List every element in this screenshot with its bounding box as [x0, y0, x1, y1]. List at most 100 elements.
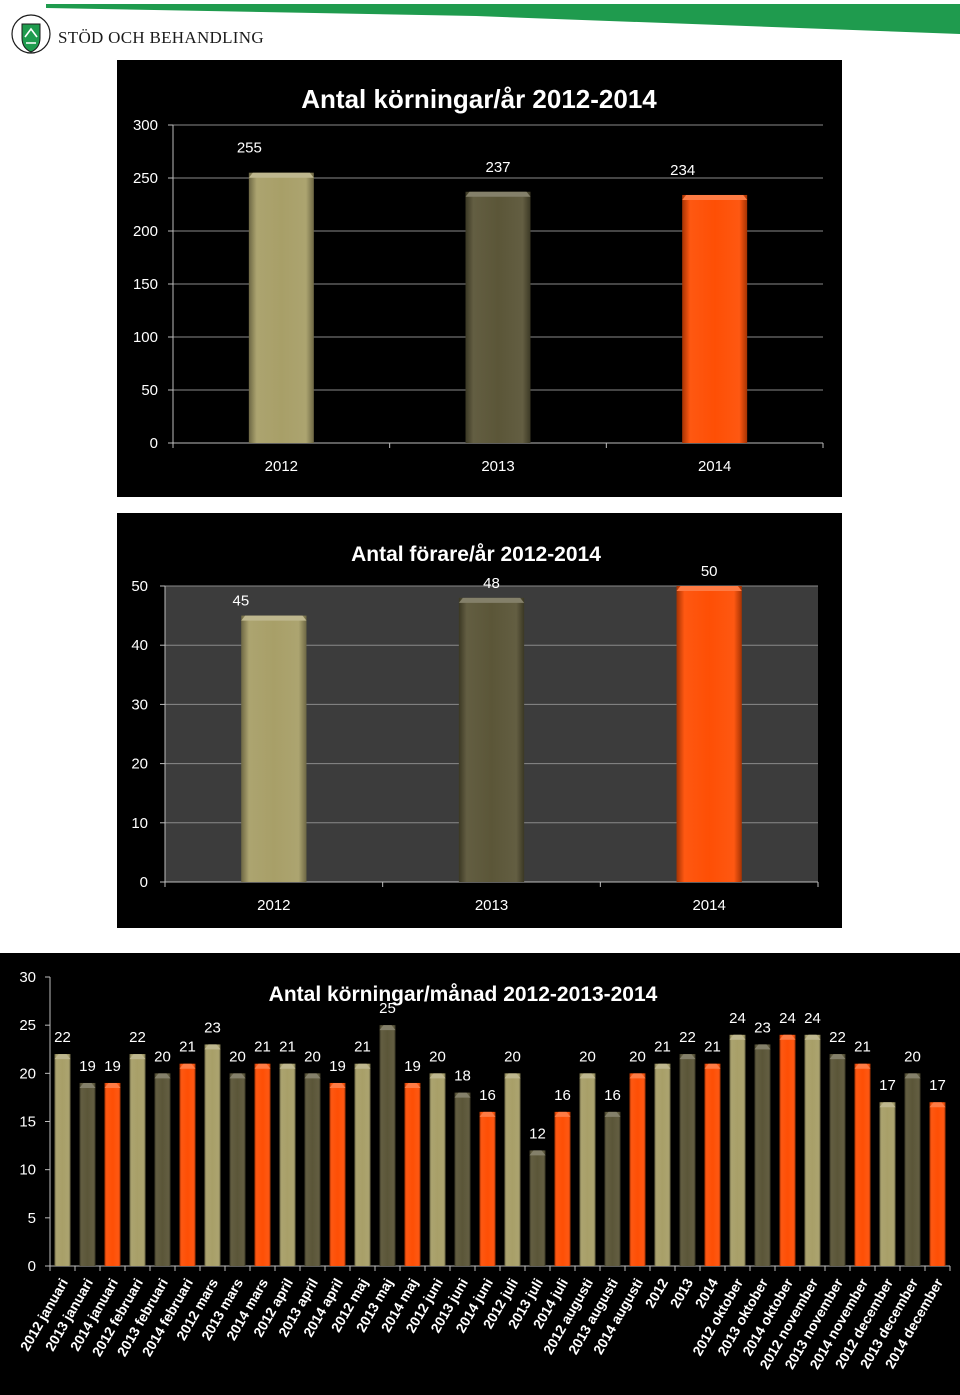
x-tick-label: 2013	[481, 458, 514, 475]
bar	[829, 1054, 846, 1266]
bar	[465, 191, 531, 443]
bar	[604, 1111, 621, 1266]
bar	[204, 1044, 221, 1266]
data-label: 21	[254, 1039, 271, 1056]
y-tick-label: 20	[19, 1065, 36, 1082]
chart-forare-ar: Antal förare/år 2012-2014 0 10 20 30 40 50 45 20…	[117, 513, 842, 928]
data-label: 25	[379, 1000, 396, 1017]
data-label: 234	[670, 162, 695, 179]
data-label: 19	[104, 1058, 121, 1075]
y-tick-label: 30	[131, 696, 148, 713]
bar-cap	[429, 1073, 446, 1079]
bar	[779, 1034, 796, 1266]
bar-cap	[529, 1150, 546, 1156]
bar-cap	[676, 586, 742, 591]
y-tick-label: 10	[131, 815, 148, 832]
data-label: 20	[429, 1048, 446, 1065]
bar-cap	[704, 1063, 721, 1069]
data-label: 24	[804, 1010, 821, 1027]
bar	[479, 1111, 496, 1266]
x-tick-label: 2012	[642, 1275, 672, 1310]
data-label: 20	[904, 1048, 921, 1065]
bar	[279, 1063, 296, 1266]
bar-cap	[779, 1034, 796, 1040]
data-label: 18	[454, 1068, 471, 1085]
bar-cap	[79, 1082, 96, 1088]
bar	[304, 1073, 321, 1266]
y-tick-label: 30	[19, 969, 36, 986]
bar-cap	[379, 1025, 396, 1031]
chart-forare-ar-svg: Antal förare/år 2012-2014 0 10 20 30 40 50 45 20…	[131, 543, 819, 914]
y-tick-label: 10	[19, 1162, 36, 1179]
data-label: 17	[929, 1077, 946, 1094]
bar-cap	[129, 1054, 146, 1060]
data-label: 255	[237, 140, 262, 157]
data-label: 237	[485, 159, 510, 176]
chart-title: Antal körningar/år 2012-2014	[301, 84, 657, 114]
bar	[554, 1111, 571, 1266]
data-label: 20	[579, 1048, 596, 1065]
bar	[629, 1073, 646, 1266]
data-label: 24	[779, 1010, 796, 1027]
bar	[179, 1063, 196, 1266]
bar-cap	[754, 1044, 771, 1050]
bar-cap	[329, 1082, 346, 1088]
chart-title: Antal körningar/månad 2012-2013-2014	[269, 983, 658, 1006]
bar-cap	[465, 191, 531, 197]
y-tick-label: 250	[133, 170, 158, 187]
chart-korningar-manad-svg: Antal körningar/månad 2012-2013-2014 0 5 10…	[17, 969, 951, 1372]
data-label: 20	[304, 1048, 321, 1065]
y-tick-label: 150	[133, 276, 158, 293]
bar-cap	[458, 597, 525, 603]
data-label: 50	[701, 563, 718, 580]
data-label: 22	[54, 1029, 71, 1046]
x-tick-label: 2014	[698, 458, 731, 475]
data-label: 16	[479, 1087, 496, 1104]
bar	[754, 1044, 771, 1266]
data-label: 23	[754, 1019, 771, 1036]
bar	[729, 1034, 746, 1266]
data-label: 22	[679, 1029, 696, 1046]
bar-cap	[629, 1073, 646, 1079]
data-label: 16	[554, 1087, 571, 1104]
bar-cap	[829, 1054, 846, 1060]
y-tick-label: 5	[28, 1210, 36, 1227]
bar	[654, 1063, 671, 1266]
bar	[804, 1034, 821, 1266]
bar-cap	[54, 1054, 71, 1060]
data-label: 22	[829, 1029, 846, 1046]
bar	[104, 1082, 121, 1266]
bar-cap	[879, 1102, 896, 1108]
bar	[329, 1082, 346, 1266]
bar-cap	[554, 1111, 571, 1117]
bar	[504, 1073, 521, 1266]
bar-cap	[682, 194, 748, 200]
bar-cap	[904, 1073, 921, 1079]
bar	[879, 1102, 896, 1266]
bar	[682, 194, 748, 443]
bar	[154, 1073, 171, 1266]
data-label: 17	[879, 1077, 896, 1094]
bar	[79, 1082, 96, 1266]
bar	[241, 615, 307, 882]
bar-cap	[854, 1063, 871, 1069]
x-tick-label: 2014	[692, 897, 725, 914]
data-label: 20	[629, 1048, 646, 1065]
bar	[229, 1073, 246, 1266]
x-tick-label: 2012	[265, 458, 298, 475]
bar	[854, 1063, 871, 1266]
y-tick-label: 50	[141, 382, 158, 399]
bar-cap	[279, 1063, 296, 1069]
data-label: 21	[279, 1039, 296, 1056]
bar-cap	[248, 172, 314, 178]
bar-cap	[179, 1063, 196, 1069]
bar	[429, 1073, 446, 1266]
x-tick-label: 2013	[475, 897, 508, 914]
header-stripe	[46, 4, 960, 34]
header-stripe-shape	[46, 4, 960, 34]
bar-cap	[679, 1054, 696, 1060]
data-label: 19	[404, 1058, 421, 1075]
data-label: 19	[329, 1058, 346, 1075]
y-tick-label: 0	[140, 874, 148, 891]
x-tick-label: 2012	[257, 897, 290, 914]
